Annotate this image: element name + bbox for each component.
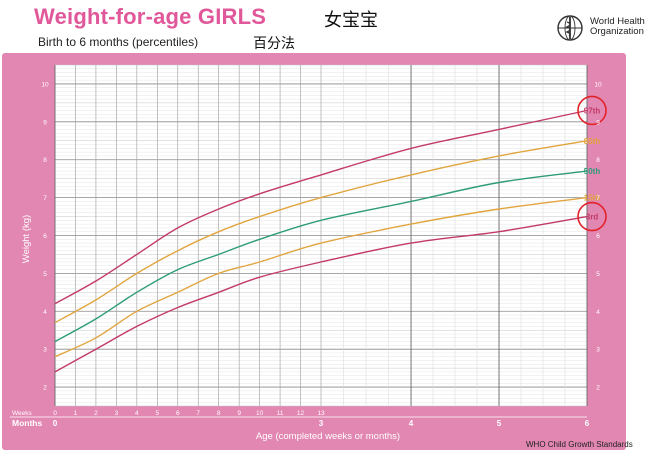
percentile-curves [54,109,588,373]
y-tick-label-left: 3 [43,347,47,354]
percentile-curve-3rd [54,215,588,373]
x-tick-label-month: 3 [319,419,324,428]
y-tick-label-left: 4 [43,309,47,316]
y-axis-label: Weight (kg) [21,215,32,263]
months-row-label: Months [12,418,42,428]
percentile-label-97th: 97th [584,106,601,115]
y-tick-label-right: 7 [596,195,600,202]
footer-note: WHO Child Growth Standards [526,440,633,449]
weeks-row-label: Weeks [12,410,32,417]
percentile-labels: 97th 85th 50th 15th 3rd [577,95,607,232]
organization-name: World Health Organization [590,17,645,37]
axes: 2 23 34 45 56 67 78 89 910 100 1 2 3 4 5 6 7 8 9 10 11 12 130 3… [41,81,602,428]
x-tick-label-week: 1 [74,410,78,417]
percentile-curve-50th [54,170,588,343]
y-tick-label-left: 9 [43,119,47,126]
x-tick-label-week: 3 [115,410,119,417]
who-logo-icon [557,15,583,41]
y-tick-label-right: 4 [596,309,600,316]
x-tick-label-month: 0 [53,419,58,428]
highlight-circle-3rd [577,201,607,232]
y-tick-label-right: 8 [596,157,600,164]
chart-subtitle-chinese: 百分法 [253,36,295,52]
y-tick-label-left: 2 [43,385,47,392]
x-tick-label-week: 4 [135,410,139,417]
percentile-label-3rd: 3rd [586,213,599,222]
x-axis-label: Age (completed weeks or months) [256,431,400,442]
grid [54,64,588,407]
y-tick-label-right: 3 [596,347,600,354]
page-title-chinese: 女宝宝 [324,10,378,31]
organization-name-line2: Organization [590,26,644,37]
y-tick-label-left: 5 [43,271,47,278]
x-tick-label-week: 11 [277,410,284,417]
x-tick-label-month: 4 [409,419,414,428]
percentile-curve-15th [54,196,588,358]
percentile-label-15th: 15th [584,194,601,203]
percentile-curve-97th [54,109,588,305]
y-tick-label-right: 9 [596,119,600,126]
x-tick-label-week: 7 [196,410,200,417]
x-tick-label-week: 2 [94,410,98,417]
x-tick-label-week: 8 [217,410,221,417]
x-tick-label-week: 5 [155,410,159,417]
y-tick-label-right: 6 [596,233,600,240]
y-tick-label-left: 7 [43,195,47,202]
percentile-label-50th: 50th [584,167,601,176]
x-tick-label-month: 5 [497,419,502,428]
percentile-label-85th: 85th [584,137,601,146]
organization-name-line1: World Health [590,16,645,27]
x-tick-label-week: 12 [297,410,305,417]
page-title: Weight-for-age GIRLS [34,4,267,29]
y-tick-label-right: 10 [594,81,602,88]
x-tick-label-week: 9 [237,410,241,417]
highlight-circle-97th [577,95,607,126]
y-tick-label-left: 8 [43,157,47,164]
chart-subtitle: Birth to 6 months (percentiles) [38,35,199,49]
x-tick-label-week: 13 [317,410,325,417]
x-tick-label-month: 6 [585,419,590,428]
y-tick-label-left: 10 [41,81,49,88]
x-tick-label-week: 10 [256,410,264,417]
percentile-curve-85th [54,140,588,324]
y-tick-label-right: 2 [596,385,600,392]
y-tick-label-right: 5 [596,271,600,278]
x-tick-label-week: 6 [176,410,180,417]
y-tick-label-left: 6 [43,233,47,240]
x-tick-label-week: 0 [53,410,57,417]
